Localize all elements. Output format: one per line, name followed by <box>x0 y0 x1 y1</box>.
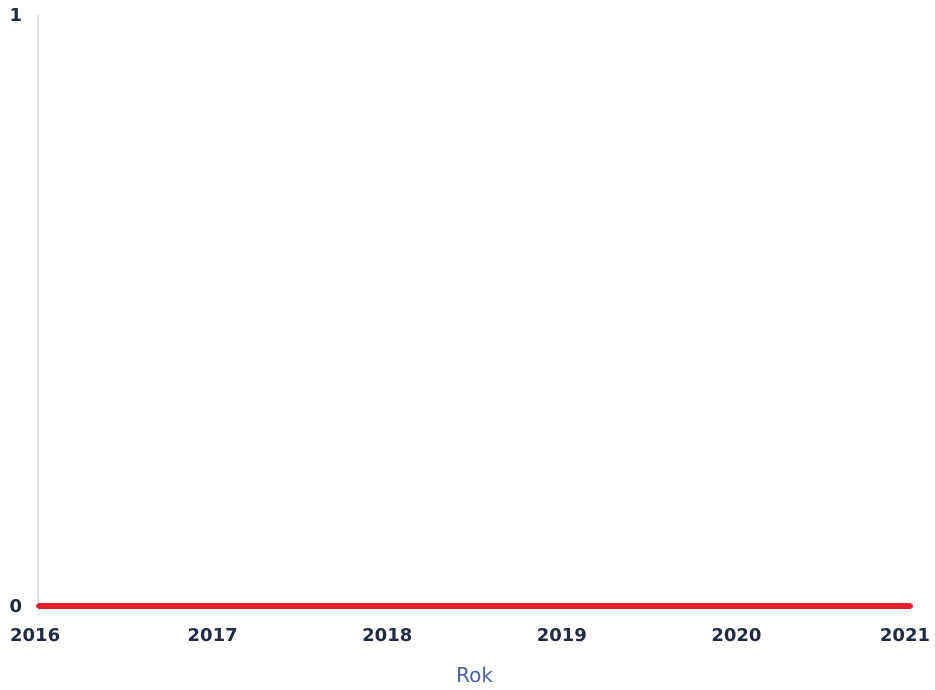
series-point <box>210 604 215 608</box>
series-point <box>559 604 564 608</box>
series-point <box>36 604 40 608</box>
series-point <box>385 604 390 608</box>
series-layer <box>36 603 913 609</box>
x-axis-title: Rok <box>456 663 493 687</box>
y-tick-labels: 01 <box>9 5 22 617</box>
series-point <box>734 604 739 608</box>
x-tick-label: 2018 <box>362 625 412 646</box>
x-tick-label: 2020 <box>711 625 761 646</box>
x-tick-label: 2019 <box>537 625 587 646</box>
series-point <box>909 604 913 608</box>
x-tick-label: 2016 <box>10 625 60 646</box>
y-tick-label: 1 <box>9 5 22 26</box>
x-tick-label: 2021 <box>880 625 930 646</box>
x-tick-labels: 2016 2017 2018 2019 2020 2021 <box>10 625 930 646</box>
x-tick-label: 2017 <box>188 625 238 646</box>
y-tick-label: 0 <box>9 596 22 617</box>
